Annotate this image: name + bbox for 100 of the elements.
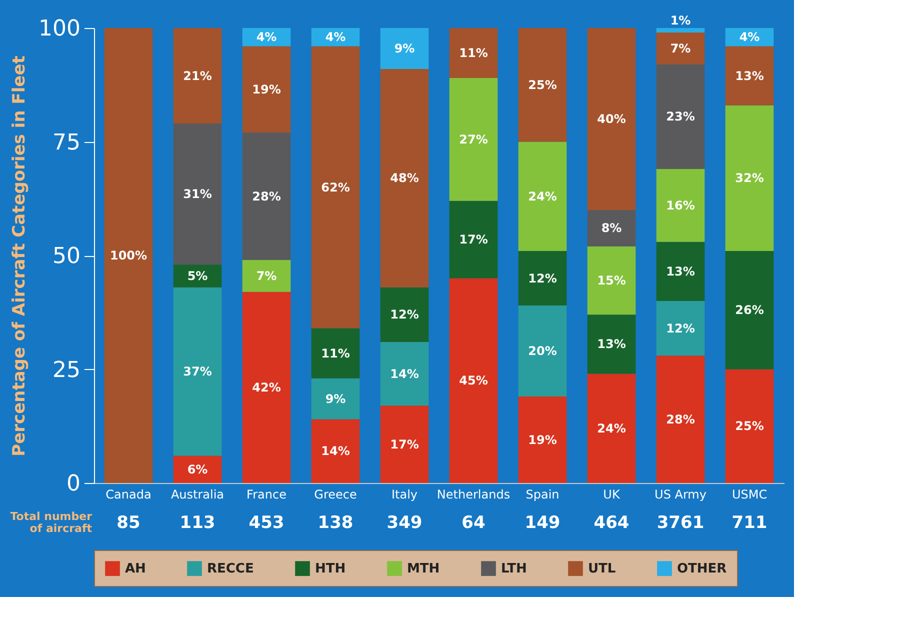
- text: 453: [248, 513, 284, 533]
- data-label: 28%: [252, 189, 281, 204]
- text: Total number of aircraft: [10, 510, 93, 535]
- data-label: 13%: [597, 337, 626, 352]
- bar: [173, 456, 222, 483]
- bar: [449, 278, 498, 483]
- data-label: 20%: [528, 344, 557, 358]
- legend-label: AH: [125, 562, 146, 577]
- data-label: 21%: [183, 68, 212, 83]
- text: 464: [594, 513, 630, 533]
- bar: [380, 68, 429, 288]
- legend-label: LTH: [501, 562, 527, 577]
- x-tick-label: UK: [603, 488, 621, 502]
- data-label: 14%: [390, 366, 419, 381]
- data-label: 26%: [735, 303, 764, 318]
- text: 113: [180, 513, 216, 533]
- x-tick-label: USMC: [732, 488, 768, 502]
- bar: [380, 406, 429, 483]
- data-label: 25%: [528, 78, 557, 92]
- y-axis-title: Percentage of Aircraft Categories in Fleet: [10, 56, 30, 456]
- data-label: 12%: [666, 321, 695, 336]
- bar: [380, 287, 429, 342]
- data-label: 6%: [187, 462, 208, 476]
- data-label: 4%: [739, 30, 760, 44]
- data-label: 12%: [390, 308, 419, 322]
- data-label: 37%: [183, 364, 212, 379]
- legend-label: MTH: [407, 562, 440, 577]
- bar: [311, 328, 360, 378]
- data-label: 7%: [256, 268, 277, 283]
- bar: [380, 342, 429, 406]
- data-label: 12%: [528, 271, 557, 286]
- data-label: 24%: [597, 421, 626, 436]
- data-label: 23%: [666, 110, 695, 124]
- data-label: 4%: [325, 30, 346, 44]
- data-label: 13%: [735, 68, 764, 83]
- data-label: 19%: [252, 82, 281, 96]
- data-label: 48%: [390, 171, 419, 186]
- data-label: 8%: [601, 221, 622, 236]
- data-label: 19%: [528, 432, 557, 447]
- bar: [518, 28, 567, 142]
- bar: [173, 287, 222, 456]
- bar: [242, 292, 291, 483]
- data-label: 32%: [735, 171, 764, 186]
- y-tick-label: 100: [38, 16, 80, 42]
- bar: [518, 306, 567, 397]
- bar: [656, 169, 705, 242]
- data-label: 4%: [256, 30, 277, 44]
- bar: [449, 200, 498, 278]
- bar: [242, 132, 291, 260]
- bar: [587, 246, 636, 315]
- bar: [242, 260, 291, 292]
- y-tick-label: 25: [52, 358, 80, 383]
- bar: [587, 210, 636, 246]
- x-tick-label: Canada: [106, 488, 152, 502]
- data-label: 9%: [325, 392, 346, 406]
- text: 149: [524, 513, 560, 533]
- text: 85: [116, 513, 140, 533]
- bar: [656, 64, 705, 170]
- y-tick-label: 75: [52, 130, 80, 156]
- legend-label: RECCE: [207, 562, 254, 577]
- legend-label: HTH: [315, 562, 346, 577]
- bar: [725, 105, 774, 251]
- bar: [380, 28, 429, 69]
- data-label: 27%: [459, 132, 488, 146]
- bar: [587, 374, 636, 483]
- data-label: 11%: [321, 346, 350, 360]
- bar: [656, 356, 705, 483]
- data-label: 40%: [597, 112, 626, 126]
- bar: [725, 46, 774, 106]
- bar: [518, 250, 567, 306]
- text: 64: [462, 513, 486, 533]
- bar: [311, 46, 360, 328]
- x-tick-label: US Army: [654, 488, 706, 502]
- y-tick-label: 0: [66, 472, 80, 496]
- bar: [518, 396, 567, 483]
- text: 349: [386, 513, 422, 533]
- bar: [656, 242, 705, 301]
- data-label: 62%: [321, 180, 350, 194]
- x-tick-label: France: [246, 488, 286, 502]
- bar: [587, 28, 636, 210]
- bar: [173, 124, 222, 265]
- data-label: 42%: [252, 380, 281, 394]
- y-tick-label: 50: [52, 244, 80, 269]
- text: 711: [732, 513, 768, 533]
- data-label: 7%: [670, 41, 691, 56]
- bar: [104, 28, 153, 483]
- data-label: 17%: [459, 232, 488, 247]
- data-label: 14%: [321, 444, 350, 458]
- x-tick-label: Greece: [314, 488, 357, 502]
- bar: [173, 28, 222, 124]
- data-label: 45%: [459, 374, 488, 388]
- bar: [518, 142, 567, 251]
- bar: [725, 369, 774, 483]
- legend-label: OTHER: [677, 562, 727, 577]
- data-label: 15%: [597, 274, 626, 288]
- bar: [656, 301, 705, 356]
- data-label: 24%: [528, 189, 557, 204]
- data-label: 1%: [670, 13, 691, 28]
- x-tick-label: Italy: [391, 488, 418, 502]
- text: 3761: [656, 513, 704, 533]
